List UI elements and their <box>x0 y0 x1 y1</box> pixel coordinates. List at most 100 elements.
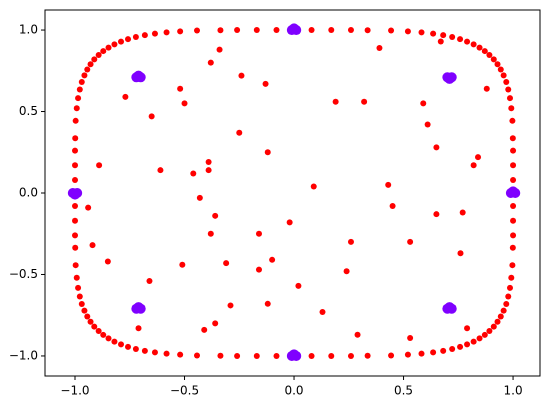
scatter-point <box>503 79 510 86</box>
scatter-point <box>146 277 153 284</box>
scatter-point <box>96 162 103 169</box>
scatter-point <box>205 167 212 174</box>
scatter-point <box>125 36 132 43</box>
scatter-point <box>72 147 79 154</box>
scatter-point <box>236 129 243 136</box>
scatter-point <box>433 211 440 218</box>
scatter-point <box>510 176 517 183</box>
scatter-point <box>476 44 483 51</box>
scatter-point <box>510 217 517 224</box>
scatter-point <box>104 258 111 265</box>
scatter-point <box>151 349 158 356</box>
scatter-point <box>70 189 81 200</box>
scatter-point <box>440 347 447 354</box>
scatter-point <box>510 147 517 154</box>
scatter-point <box>205 159 212 166</box>
scatter-point <box>133 70 144 81</box>
scatter-point <box>444 73 455 84</box>
scatter-point <box>118 341 125 348</box>
scatter-point <box>449 34 456 41</box>
scatter-point <box>464 341 471 348</box>
scatter-point <box>503 300 510 307</box>
scatter-point <box>190 170 197 177</box>
scatter-point <box>483 85 490 92</box>
scatter-point <box>212 320 219 327</box>
scatter-point <box>105 44 112 51</box>
scatter-point <box>457 343 464 350</box>
scatter-point <box>509 135 516 142</box>
scatter-point <box>481 48 488 55</box>
scatter-point <box>420 100 427 107</box>
scatter-point <box>179 261 186 268</box>
scatter-point <box>440 32 447 39</box>
scatter-point <box>111 338 118 345</box>
scatter-point <box>486 328 493 335</box>
scatter-point <box>470 162 477 169</box>
scatter-point <box>376 44 383 51</box>
scatter-point <box>132 34 139 41</box>
scatter-point <box>464 325 471 332</box>
scatter-point <box>177 85 184 92</box>
scatter-point <box>509 262 516 269</box>
x-tick-label: 0.5 <box>394 384 413 398</box>
scatter-point <box>273 27 280 34</box>
scatter-point <box>177 351 184 358</box>
scatter-point <box>227 302 234 309</box>
scatter-point <box>81 72 88 79</box>
scatter-point <box>430 30 437 37</box>
scatter-point <box>89 242 96 249</box>
scatter-point <box>72 117 79 124</box>
scatter-point <box>72 135 79 142</box>
scatter-point <box>194 352 201 359</box>
scatter-point <box>217 27 224 34</box>
scatter-point <box>163 350 170 357</box>
scatter-point <box>430 349 437 356</box>
scatter-point <box>72 176 79 183</box>
scatter-point <box>217 352 224 359</box>
scatter-point <box>354 331 361 338</box>
x-tick-label: −1.0 <box>60 384 89 398</box>
scatter-point <box>181 100 188 107</box>
scatter-point <box>328 352 335 359</box>
scatter-point <box>481 331 488 338</box>
scatter-point <box>475 154 482 161</box>
scatter-point <box>157 167 164 174</box>
scatter-point <box>500 72 507 79</box>
scatter-point <box>497 66 504 73</box>
scatter-point <box>95 328 102 335</box>
scatter-point <box>238 72 245 79</box>
scatter-point <box>95 51 102 58</box>
scatter-point <box>91 323 98 330</box>
scatter-point <box>72 262 79 269</box>
scatter-point <box>459 209 466 216</box>
scatter-point <box>75 95 82 102</box>
scatter-point <box>444 302 455 313</box>
scatter-point <box>253 352 260 359</box>
scatter-point <box>75 284 82 291</box>
scatter-point <box>76 293 83 300</box>
scatter-point <box>73 105 80 112</box>
scatter-point <box>85 204 92 211</box>
scatter-point <box>289 23 300 34</box>
scatter-point <box>78 300 85 307</box>
scatter-point <box>84 66 91 73</box>
scatter-point <box>510 162 517 169</box>
scatter-point <box>100 48 107 55</box>
scatter-point <box>510 232 517 239</box>
scatter-point <box>347 27 354 34</box>
scatter-point <box>424 121 431 128</box>
scatter-point <box>506 95 513 102</box>
scatter-point <box>73 274 80 281</box>
scatter-point <box>388 27 395 34</box>
scatter-point <box>388 352 395 359</box>
x-tick-label: 0.0 <box>284 384 303 398</box>
scatter-point <box>207 59 214 66</box>
scatter-point <box>264 300 271 307</box>
scatter-point <box>273 352 280 359</box>
scatter-point <box>505 293 512 300</box>
scatter-point <box>500 307 507 314</box>
scatter-point <box>418 29 425 36</box>
scatter-point <box>494 61 501 68</box>
scatter-point <box>269 256 276 263</box>
scatter-point <box>105 335 112 342</box>
